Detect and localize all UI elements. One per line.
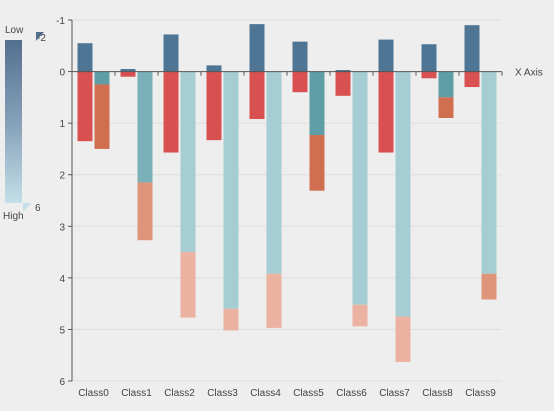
x-tick-label-class4: Class4: [250, 388, 281, 399]
bar-series2-class6[interactable]: [335, 71, 351, 96]
bar-series4-class4[interactable]: [266, 273, 282, 328]
y-tick-label: 0: [59, 68, 65, 79]
bar-series3-class7[interactable]: [395, 71, 411, 317]
bar-series4-class2[interactable]: [180, 252, 196, 318]
bar-series4-class3[interactable]: [223, 308, 239, 331]
x-tick-label-class7: Class7: [379, 388, 410, 399]
y-tick-label: 2: [59, 171, 65, 182]
bar-series4-class8[interactable]: [438, 97, 454, 118]
x-tick-label-class3: Class3: [207, 388, 238, 399]
bar-series4-class1[interactable]: [137, 182, 153, 241]
bar-series2-class1[interactable]: [120, 71, 136, 77]
x-tick-label-class8: Class8: [422, 388, 453, 399]
y-tick-label: 4: [59, 274, 65, 285]
bar-series1-class0[interactable]: [77, 43, 93, 72]
visual-map-bottom-handle[interactable]: [23, 203, 31, 212]
bar-series4-class0[interactable]: [94, 84, 110, 149]
bar-series1-class3[interactable]: [206, 65, 222, 72]
bar-series2-class5[interactable]: [292, 71, 308, 93]
bar-series2-class8[interactable]: [421, 71, 437, 79]
bar-series1-class5[interactable]: [292, 41, 308, 72]
bar-series4-class9[interactable]: [481, 273, 497, 300]
bar-series2-class7[interactable]: [378, 71, 394, 153]
y-tick-label: 5: [59, 325, 65, 336]
bar-series[interactable]: [77, 24, 497, 362]
visual-map-gradient-bar[interactable]: [5, 40, 22, 203]
axes: Class0 Class1 Class2 Class3 Class4 Class5 Clas…: [56, 16, 543, 399]
y-tick-label: 6: [59, 377, 65, 388]
bar-series3-class4[interactable]: [266, 71, 282, 274]
bar-series4-class7[interactable]: [395, 316, 411, 362]
bar-series2-class4[interactable]: [249, 71, 265, 120]
bar-series3-class5[interactable]: [309, 71, 325, 136]
x-axis-label: X Axis: [515, 68, 543, 79]
bar-series2-class9[interactable]: [464, 71, 480, 88]
bar-series1-class9[interactable]: [464, 25, 480, 72]
bar-series1-class4[interactable]: [249, 24, 265, 72]
bar-series1-class1[interactable]: [120, 68, 136, 72]
y-tick-label: 3: [59, 222, 65, 233]
visual-map-legend[interactable]: Low -2 6 High: [3, 25, 46, 222]
bar-series3-class3[interactable]: [223, 71, 239, 309]
x-tick-label-class1: Class1: [121, 388, 152, 399]
x-tick-label-class9: Class9: [465, 388, 496, 399]
bar-series2-class0[interactable]: [77, 71, 93, 142]
visual-map-top-handle[interactable]: [36, 32, 44, 41]
bar-series4-class6[interactable]: [352, 304, 368, 327]
bar-series1-class7[interactable]: [378, 39, 394, 72]
visual-map-min-label: -2: [37, 33, 46, 44]
x-tick-label-class5: Class5: [293, 388, 324, 399]
visual-map-max-label: 6: [35, 203, 41, 214]
x-tick-label-class2: Class2: [164, 388, 195, 399]
x-tick-label-class6: Class6: [336, 388, 367, 399]
bar-series3-class9[interactable]: [481, 71, 497, 274]
bar-series4-class5[interactable]: [309, 135, 325, 191]
bar-series3-class0[interactable]: [94, 71, 110, 85]
visual-map-high-text: High: [3, 211, 24, 222]
bar-series3-class2[interactable]: [180, 71, 196, 253]
bar-series3-class8[interactable]: [438, 71, 454, 98]
bar-series3-class1[interactable]: [137, 71, 153, 183]
bar-series1-class2[interactable]: [163, 34, 179, 72]
y-tick-label: -1: [56, 16, 65, 27]
bar-series1-class8[interactable]: [421, 44, 437, 72]
bar-series2-class3[interactable]: [206, 71, 222, 141]
visual-map-low-text: Low: [5, 25, 24, 36]
bar-series2-class2[interactable]: [163, 71, 179, 153]
x-tick-label-class0: Class0: [78, 388, 109, 399]
y-tick-label: 1: [59, 119, 65, 130]
bar-series3-class6[interactable]: [352, 71, 368, 305]
bar-series1-class6[interactable]: [335, 70, 351, 72]
grid-lines: [72, 19, 502, 382]
